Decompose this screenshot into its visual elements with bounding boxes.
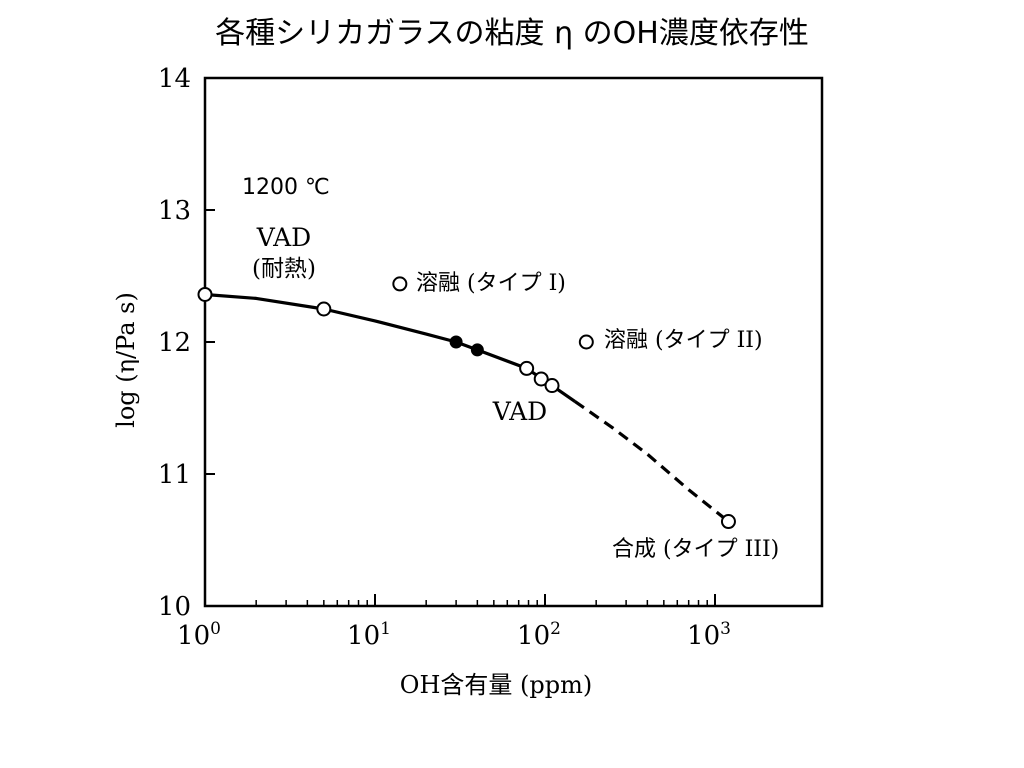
fit-curve-dashed (573, 400, 730, 523)
annotation-fused-type2: 溶融 (タイプ II) (604, 328, 763, 353)
annotation-synthetic-type3: 合成 (タイプ III) (612, 537, 779, 562)
annotation-vad-top: VAD (256, 223, 311, 252)
x-tick-label: 100 (177, 619, 221, 651)
x-tick-label: 101 (347, 619, 391, 651)
data-point-filled (470, 343, 484, 357)
y-tick-label: 10 (158, 592, 191, 622)
data-point-open (392, 276, 408, 292)
fit-curve-solid (204, 292, 576, 403)
data-point-open (544, 378, 560, 394)
data-point-open (316, 301, 332, 317)
data-point-open (519, 360, 535, 376)
data-point-open (578, 334, 594, 350)
y-tick-label: 11 (158, 460, 191, 490)
x-axis-label: OH含有量 (ppm) (400, 671, 592, 699)
x-tick-label: 102 (517, 619, 561, 651)
annotation-vad-mid: VAD (492, 397, 547, 426)
annotation-fused-type1: 溶融 (タイプ I) (416, 271, 566, 296)
annotation-temperature: 1200 ℃ (242, 175, 330, 200)
data-point-filled (449, 335, 463, 349)
data-point-open (197, 286, 213, 302)
page-title: 各種シリカガラスの粘度 η のOH濃度依存性 (215, 16, 809, 51)
y-axis-label: log (η/Pa s) (112, 292, 140, 428)
x-tick-label: 103 (687, 619, 731, 651)
data-point-open (533, 371, 549, 387)
y-tick-label: 13 (158, 196, 191, 226)
data-point-open (720, 514, 736, 530)
y-tick-label: 14 (158, 64, 191, 94)
annotation-vad-top-sub: (耐熱) (252, 256, 316, 282)
y-tick-label: 12 (158, 328, 191, 358)
